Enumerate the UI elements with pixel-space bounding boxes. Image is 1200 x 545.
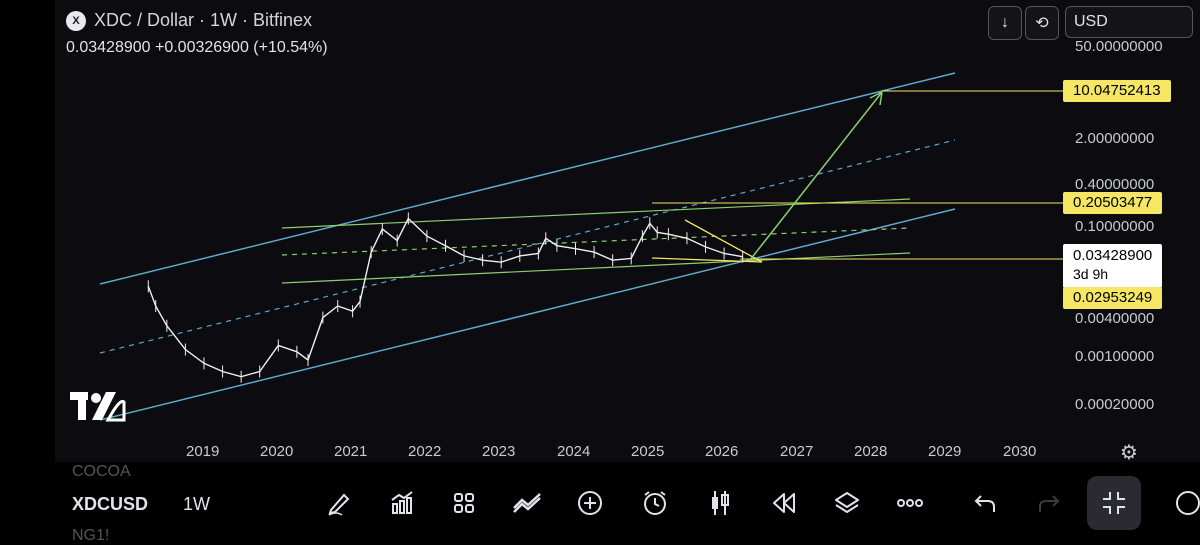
time-axis-label: 2022	[408, 443, 442, 460]
swap-icon[interactable]: ⟲	[1025, 6, 1059, 40]
price-axis-label: 50.00000000	[1075, 38, 1163, 55]
add-chart-icon[interactable]	[1170, 486, 1200, 520]
range-top-line[interactable]	[281, 198, 911, 229]
projection-arrow-line[interactable]	[749, 91, 883, 261]
price-chart[interactable]	[55, 0, 1200, 462]
wedge-upper-line[interactable]	[684, 219, 763, 263]
chart-area[interactable]	[55, 0, 1200, 462]
replay-icon[interactable]	[767, 486, 801, 520]
time-axis-label: 2027	[780, 443, 814, 460]
chart-legend: X XDC / Dollar · 1W · Bitfinex 0.0342890…	[66, 10, 328, 57]
wedge-lower-line[interactable]	[651, 257, 763, 263]
price-axis-label: 0.00100000	[1075, 348, 1155, 365]
price-tag-last[interactable]: 0.03428900 3d 9h	[1063, 244, 1163, 288]
indicators-icon[interactable]	[385, 486, 419, 520]
time-axis-label: 2029	[928, 443, 962, 460]
more-icon[interactable]	[893, 486, 927, 520]
xdc-logo-icon: X	[66, 10, 86, 31]
compare-icon[interactable]	[510, 486, 544, 520]
draw-icon[interactable]	[322, 486, 356, 520]
projection-arrow-head	[869, 91, 883, 106]
alert-icon[interactable]	[638, 486, 672, 520]
time-axis-label: 2030	[1003, 443, 1037, 460]
price-axis-label: 0.10000000	[1075, 218, 1155, 235]
time-axis-label: 2028	[854, 443, 888, 460]
price-tag-resistance[interactable]: 0.20503477	[1063, 192, 1163, 214]
price-axis-label: 0.40000000	[1075, 176, 1155, 193]
currency-select[interactable]: USD	[1065, 6, 1193, 38]
ghost-symbol-above: COCOA	[72, 463, 131, 480]
grid-icon[interactable]	[447, 486, 481, 520]
symbol-title[interactable]: XDC / Dollar · 1W · Bitfinex	[94, 10, 313, 30]
time-axis-label: 2025	[631, 443, 665, 460]
bar-countdown: 3d 9h	[1073, 266, 1109, 282]
channel-upper-line[interactable]	[99, 72, 956, 285]
undo-icon[interactable]	[968, 486, 1002, 520]
time-axis-label: 2026	[705, 443, 739, 460]
time-axis-label: 2024	[557, 443, 591, 460]
tradingview-logo-icon[interactable]	[70, 388, 126, 429]
price-quote: 0.03428900 +0.00326900 (+10.54%)	[66, 39, 328, 56]
time-axis-label: 2019	[186, 443, 220, 460]
layers-icon[interactable]	[830, 486, 864, 520]
symbol-name[interactable]: XDCUSD	[72, 494, 149, 514]
price-tag-target[interactable]: 10.04752413	[1063, 80, 1171, 102]
download-icon[interactable]: ↓	[988, 6, 1022, 40]
price-axis-label: 0.00020000	[1075, 396, 1155, 413]
redo-icon[interactable]	[1032, 486, 1066, 520]
currency-label: USD	[1074, 13, 1108, 30]
price-series-line[interactable]	[147, 217, 743, 378]
add-icon[interactable]	[573, 486, 607, 520]
price-axis-label: 2.00000000	[1075, 130, 1155, 147]
time-axis-label: 2021	[334, 443, 368, 460]
settings-icon[interactable]: ⚙	[1120, 442, 1138, 464]
interval-label[interactable]: 1W	[183, 494, 210, 514]
candles-icon[interactable]	[703, 486, 737, 520]
range-bottom-line[interactable]	[281, 252, 911, 284]
fullscreen-icon[interactable]	[1087, 476, 1141, 530]
channel-lower-line[interactable]	[99, 208, 956, 421]
ghost-symbol-below: NG1!	[72, 527, 110, 544]
channel-mid-line[interactable]	[99, 139, 956, 354]
last-price: 0.03428900	[1073, 247, 1153, 264]
price-tag-support[interactable]: 0.02953249	[1063, 287, 1163, 309]
price-axis-label: 0.00400000	[1075, 310, 1155, 327]
range-mid-line[interactable]	[281, 227, 911, 256]
time-axis-label: 2023	[482, 443, 516, 460]
time-axis-label: 2020	[260, 443, 294, 460]
